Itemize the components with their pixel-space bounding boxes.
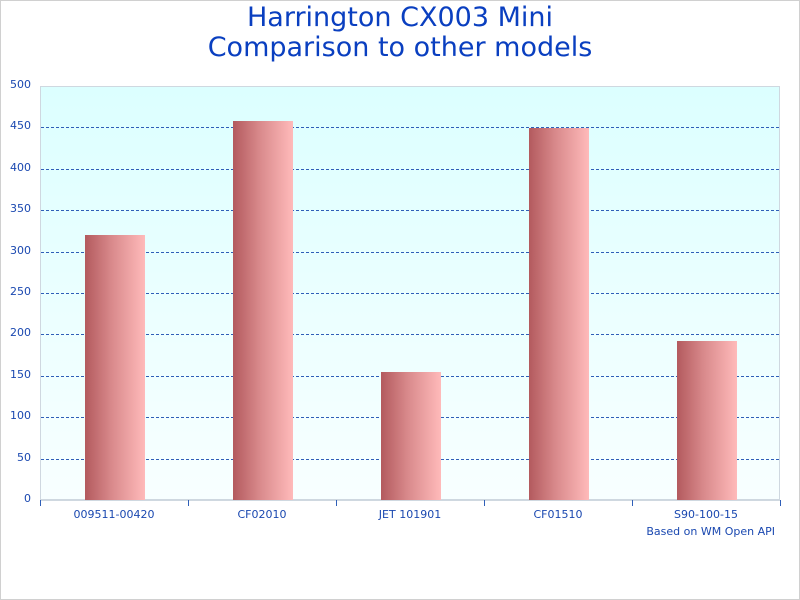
y-tick-label: 500 (10, 78, 31, 91)
x-tick-label: CF02010 (237, 508, 287, 521)
bar-s90-100-15[interactable] (677, 341, 737, 500)
x-tick-mark (632, 500, 633, 506)
bar-jet-101901[interactable] (381, 371, 441, 500)
x-tick-mark (40, 500, 41, 506)
gridline (41, 127, 779, 129)
x-tick-mark (336, 500, 337, 506)
gridline (41, 210, 779, 212)
x-tick-mark (780, 500, 781, 506)
plot-area (40, 86, 780, 500)
source-footnote: Based on WM Open API (646, 525, 775, 538)
x-axis-line (40, 500, 780, 501)
chart-title-line1: Harrington CX003 Mini (246, 2, 553, 33)
x-tick-label: JET 101901 (378, 508, 442, 521)
y-tick-label: 200 (10, 326, 31, 340)
gridline (41, 168, 779, 170)
gridline (41, 251, 779, 253)
bar-009511-00420[interactable] (85, 235, 145, 500)
bar-cf01510[interactable] (529, 128, 589, 500)
y-tick-label: 0 (24, 492, 31, 505)
y-tick-label: 50 (17, 450, 31, 464)
y-tick-label: 400 (10, 160, 31, 174)
y-tick-label: 250 (10, 285, 31, 298)
y-tick-label: 300 (10, 243, 31, 257)
gridline (41, 334, 779, 336)
x-tick-mark (188, 500, 189, 506)
x-tick-mark (484, 500, 485, 506)
bar-cf02010[interactable] (233, 120, 293, 500)
x-tick-label: S90-100-15 (674, 508, 738, 521)
gridline (41, 293, 779, 294)
chart-title-line2: Comparison to other models (207, 32, 593, 63)
y-tick-label: 350 (10, 202, 31, 216)
y-tick-label: 450 (10, 119, 31, 133)
x-tick-label: CF01510 (533, 508, 583, 521)
y-tick-label: 150 (10, 367, 31, 381)
x-tick-label: 009511-00420 (73, 508, 155, 521)
y-tick-label: 100 (10, 409, 31, 423)
